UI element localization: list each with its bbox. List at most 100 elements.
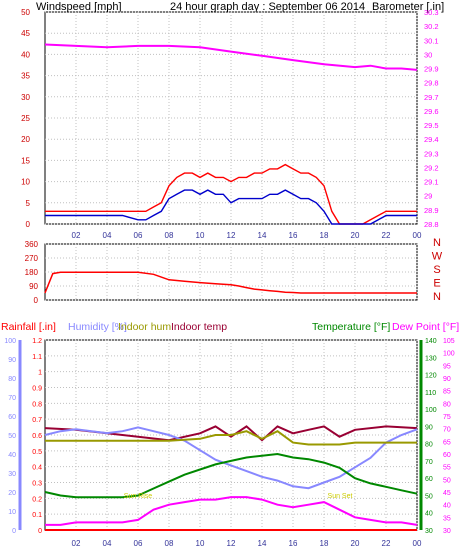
baro-tick-label: 29 [424,192,432,201]
compass-tick-label: N [433,291,441,303]
temp-tick-label: 70 [425,459,433,466]
panel3-x-tick-label: 06 [134,539,143,548]
rain-tick-label: 0.5 [32,449,42,456]
dew-tick-label: 90 [443,376,451,383]
dew-tick-label: 30 [443,528,451,535]
panel1-x-tick-label: 06 [134,231,143,240]
compass-tick-label: W [432,251,443,263]
rain-tick-label: 0.9 [32,386,42,393]
panel1-left-ticks: 0 5 10 15 20 25 30 35 40 45 50 [21,8,30,229]
panel2-series [44,271,417,294]
humidity-tick-label: 50 [8,433,16,440]
humidity-tick-label: 40 [8,452,16,459]
humidity-tick-label: 10 [8,509,16,516]
humidity-tick-label: 90 [8,357,16,364]
dew-tick-label: 40 [443,503,451,510]
wind-tick-label: 25 [21,114,30,123]
dew-tick-label: 70 [443,427,451,434]
wind-tick-label: 45 [21,29,30,38]
dew-tick-label: 100 [443,351,455,358]
humidity-tick-label: 30 [8,471,16,478]
wind-tick-label: 0 [26,220,31,229]
wind-tick-label: 20 [21,135,30,144]
humidity-tick-label: 100 [4,338,16,345]
wind-tick-label: 5 [26,199,31,208]
compass-tick-label: S [433,264,440,276]
panel3-x-tick-label: 14 [258,539,267,548]
temp-tick-label: 90 [425,424,433,431]
panel1-x-ticks: 02 04 06 08 10 12 14 16 18 20 22 00 [72,231,422,240]
dew-tick-label: 80 [443,401,451,408]
panel3-annotations: Sun Rise Sun Set [124,493,353,500]
panel1-x-tick-label: 20 [351,231,360,240]
baro-tick-label: 28.9 [424,206,439,215]
humidity-tick-label: 60 [8,414,16,421]
temp-tick-label: 130 [425,355,437,362]
dew-tick-label: 75 [443,414,451,421]
panel2-left-ticks: 0 90 180 270 360 [25,240,39,305]
panel1-x-tick-label: 22 [382,231,391,240]
temp-tick-label: 40 [425,511,433,518]
panel1-series [44,43,418,225]
legend-entry: Humidity [%] [68,321,127,333]
panel3-x-tick-label: 00 [413,539,422,548]
panel1-x-tick-label: 04 [103,231,112,240]
baro-tick-label: 29.1 [424,178,439,187]
temp-tick-label: 110 [425,390,436,397]
panel3-x-tick-label: 12 [227,539,236,548]
panel1-x-tick-label: 14 [258,231,267,240]
rain-tick-label: 1.1 [32,354,42,361]
chart-title: 24 hour graph day : September 06 2014 [170,1,365,13]
rain-tick-label: 0.1 [32,512,42,519]
dir-tick-label: 360 [25,240,39,249]
panel3-x-tick-label: 20 [351,539,360,548]
rain-tick-label: 0.8 [32,401,42,408]
humidity-series-line [44,426,418,490]
panel2-grid [44,243,418,301]
baro-tick-label: 30.3 [424,8,439,17]
panel1-x-tick-label: 10 [196,231,205,240]
wind-tick-label: 40 [21,50,30,59]
wind-tick-label: 50 [21,8,30,17]
dir-tick-label: 180 [25,268,39,277]
baro-tick-label: 30.2 [424,22,439,31]
dew-tick-label: 50 [443,477,451,484]
humidity-tick-label: 20 [8,490,16,497]
baro-tick-label: 29.8 [424,79,439,88]
avg-series-line [45,189,417,225]
baro-tick-label: 29.4 [424,135,439,144]
rain-tick-label: 0.2 [32,496,42,503]
humidity-tick-label: 80 [8,376,16,383]
dew-tick-label: 35 [443,515,451,522]
compass-tick-label: N [433,237,441,249]
dir-tick-label: 0 [34,296,39,305]
wind-tick-label: 10 [21,178,30,187]
panel3-ticks: 0 0.1 0.2 0.3 0.4 0.5 0.6 0.7 0.8 0.9 1 1.1 1.2 0 10 20… [4,338,454,535]
panel3-x-tick-label: 10 [196,539,205,548]
baro-axis-label: Barometer [.in] [372,1,444,13]
panel3-x-ticks: 02 04 06 08 10 12 14 16 18 20 22 00 [72,539,422,548]
panel1-x-tick-label: 18 [320,231,329,240]
dew-tick-label: 60 [443,452,451,459]
legend-entry: Rainfall [.in] [1,321,56,333]
rain-tick-label: 0.4 [32,465,42,472]
temp-series-line [44,452,418,499]
panel3-x-tick-label: 08 [165,539,174,548]
temp-tick-label: 100 [425,407,437,414]
rain-tick-label: 0.3 [32,481,42,488]
legend-entry: Temperature [°F] [312,321,390,333]
panel1-x-tick-label: 12 [227,231,236,240]
wind-tick-label: 30 [21,93,30,102]
rain-tick-label: 0 [38,528,42,535]
dir-tick-label: 90 [29,282,38,291]
panel3-x-tick-label: 22 [382,539,391,548]
indoor_hum-series-line [45,430,417,446]
panel3-x-tick-label: 04 [103,539,112,548]
baro-tick-label: 29.2 [424,163,439,172]
temp-tick-label: 50 [425,493,433,500]
panel1-x-tick-label: 08 [165,231,174,240]
temp-tick-label: 60 [425,476,433,483]
wind-tick-label: 35 [21,72,30,81]
